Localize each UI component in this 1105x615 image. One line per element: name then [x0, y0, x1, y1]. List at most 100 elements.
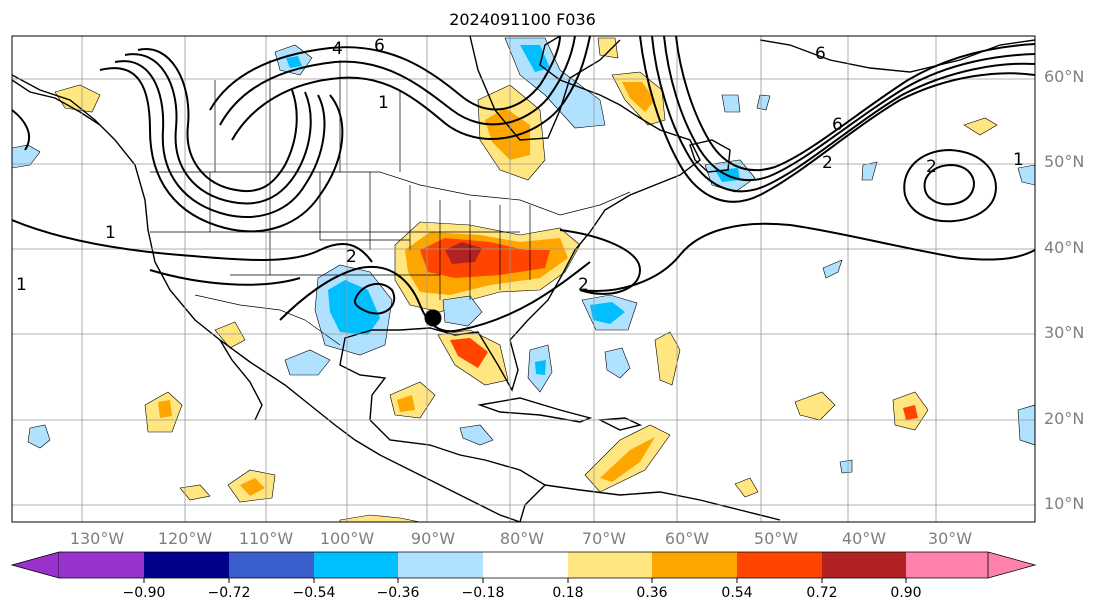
contour-label: 2: [926, 157, 937, 177]
colorbar-bin: [483, 552, 568, 578]
warm-blob-canada-n: [597, 37, 619, 59]
colorbar-tick-label: −0.54: [292, 585, 336, 601]
colorbar-bin: [737, 552, 822, 578]
lat-label-20n: 20°N: [1044, 409, 1085, 428]
gridlines: [12, 36, 1035, 522]
political-borders: [150, 60, 631, 346]
cool-blob-caribbean: [459, 424, 494, 446]
colorbar-bin: [398, 552, 483, 578]
contour-mid-atl-low-1: [903, 148, 997, 223]
lon-label-100w: 100°W: [319, 529, 375, 548]
colorbar-tick-label: 0.18: [552, 585, 584, 601]
coast-newfoundland: [689, 139, 731, 173]
warm-blob-alaska: [54, 84, 101, 113]
lon-label-70w: 70°W: [581, 529, 627, 548]
colorbar-extend-high: [987, 551, 1037, 579]
warm-core-pacific-2: [240, 478, 265, 496]
cool-blob-cent-am: [839, 459, 853, 474]
lon-label-80w: 80°W: [499, 529, 545, 548]
colorbar: [10, 551, 1037, 583]
contour-west-trough-4: [137, 47, 298, 193]
coast-gulf-atlantic: [339, 36, 701, 522]
cool-core-texas: [328, 280, 380, 335]
cool-blob-mexico: [284, 349, 331, 376]
coast-alaska-pen: [12, 79, 101, 126]
contour-west-trough-1: [99, 67, 344, 233]
warm-blob-mexico: [214, 321, 246, 349]
cool-blob-alaska: [12, 144, 41, 169]
cool-blob-atl-2: [756, 94, 771, 111]
colorbar-bin: [229, 552, 314, 578]
warm-blob-tropics: [339, 514, 421, 522]
lat-label-40n: 40°N: [1044, 238, 1085, 257]
warm-core-labrador: [622, 82, 655, 112]
contour-ridge-1: [209, 36, 561, 111]
contour-label: 1: [105, 223, 116, 243]
lon-label-60w: 60°W: [664, 529, 710, 548]
warm-core-atlantic-3: [903, 405, 918, 420]
contour-east-trough-1: [639, 36, 1035, 203]
cool-blob-atl-5: [1017, 164, 1035, 186]
lon-label-130w: 130°W: [69, 529, 125, 548]
colorbar-tick-label: 0.36: [636, 585, 668, 601]
lon-label-50w: 50°W: [753, 529, 799, 548]
map-frame: [11, 35, 1036, 523]
contour-southern-1: [12, 219, 373, 263]
colorbar-extend-low: [10, 551, 60, 579]
contour-east-trough-2: [651, 36, 1035, 193]
contour-west-trough-2: [114, 60, 326, 218]
contour-gulf-low: [353, 282, 396, 315]
us-canada-border: [150, 171, 631, 216]
colorbar-tick-label: −0.90: [122, 585, 166, 601]
us-mexico-border: [194, 294, 341, 346]
colorbar-outline: [59, 551, 988, 579]
coast-baja: [219, 339, 263, 421]
colorbar-tick-label: 0.72: [806, 585, 838, 601]
shading-warm: [54, 37, 998, 522]
contour-east-trough-4: [675, 36, 1035, 172]
coastlines: [12, 36, 1035, 522]
map-title: 2024091100 F036: [449, 10, 596, 29]
storm-center-marker: [424, 309, 442, 327]
contour-label: 6: [815, 44, 826, 64]
cool-blob-mid-atl: [604, 347, 631, 379]
contour-label: 4: [332, 39, 343, 59]
lat-label-50n: 50°N: [1044, 152, 1085, 171]
contour-label: 2: [346, 247, 357, 267]
colorbar-tickmarks: [143, 578, 907, 583]
contour-label: 1: [16, 275, 27, 295]
warm-blob-atlantic-4: [734, 477, 759, 498]
map-canvas: 4 6 6 6 1 1 1 2 2 2 2 1: [12, 36, 1035, 522]
lon-label-110w: 110°W: [238, 529, 294, 548]
contour-se-ridge: [559, 229, 642, 295]
warm-blob-atlantic-1: [654, 331, 681, 386]
cool-core-hudson: [520, 45, 550, 72]
colorbar-bin: [59, 552, 144, 578]
contour-mid-atl-low-2: [923, 163, 975, 206]
coast-hudson: [469, 36, 621, 141]
contour-label: 6: [374, 36, 385, 56]
lat-label-10n: 10°N: [1044, 494, 1085, 513]
colorbar-bin: [314, 552, 398, 578]
colorbar-tick-label: 0.90: [890, 585, 922, 601]
colorbar-bin: [822, 552, 906, 578]
warm-core-yucatan: [397, 395, 415, 412]
contour-label: 2: [578, 275, 589, 295]
coast-cuba: [477, 397, 593, 423]
warm-blob-mid-atlantic: [963, 117, 998, 136]
contour-west-trough-3: [124, 53, 312, 205]
warm-blob-atlantic-2: [794, 391, 836, 421]
coast-hispaniola: [597, 417, 643, 431]
colorbar-bin: [906, 552, 988, 578]
colorbar-tick-label: −0.36: [376, 585, 420, 601]
warm-core-gulf: [450, 338, 488, 368]
contour-ridge-2: [219, 36, 576, 126]
province-lines: [214, 60, 401, 172]
cool-blob-east-edge: [1017, 404, 1035, 446]
lat-label-60n: 60°N: [1044, 67, 1085, 86]
contour-label: 1: [1013, 150, 1024, 170]
cool-core-bahamas: [535, 360, 546, 375]
colorbar-bin: [568, 552, 652, 578]
contour-ridge-3: [231, 36, 591, 141]
